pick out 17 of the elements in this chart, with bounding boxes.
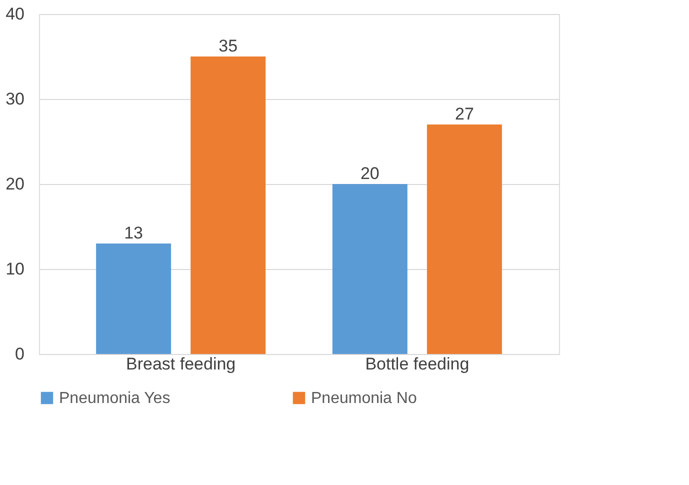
data-label: 13: [124, 224, 144, 242]
legend-label: Pneumonia Yes: [59, 390, 170, 407]
legend-label: Pneumonia No: [311, 390, 417, 407]
y-tick-label: 30: [6, 90, 24, 108]
data-label: 20: [360, 164, 380, 183]
y-tick-label: 40: [6, 4, 24, 24]
bar: [96, 244, 172, 354]
y-tick-label: 10: [6, 260, 24, 278]
y-tick-label: 20: [6, 174, 24, 194]
bar: [426, 124, 502, 354]
bar: [190, 56, 266, 354]
bar: [332, 184, 408, 354]
x-tick-label: Breast feeding: [126, 354, 236, 374]
data-label: 35: [218, 36, 238, 56]
data-label: 27: [454, 104, 474, 124]
y-tick-label: 0: [15, 344, 24, 364]
x-tick-label: Bottle feeding: [365, 354, 470, 374]
